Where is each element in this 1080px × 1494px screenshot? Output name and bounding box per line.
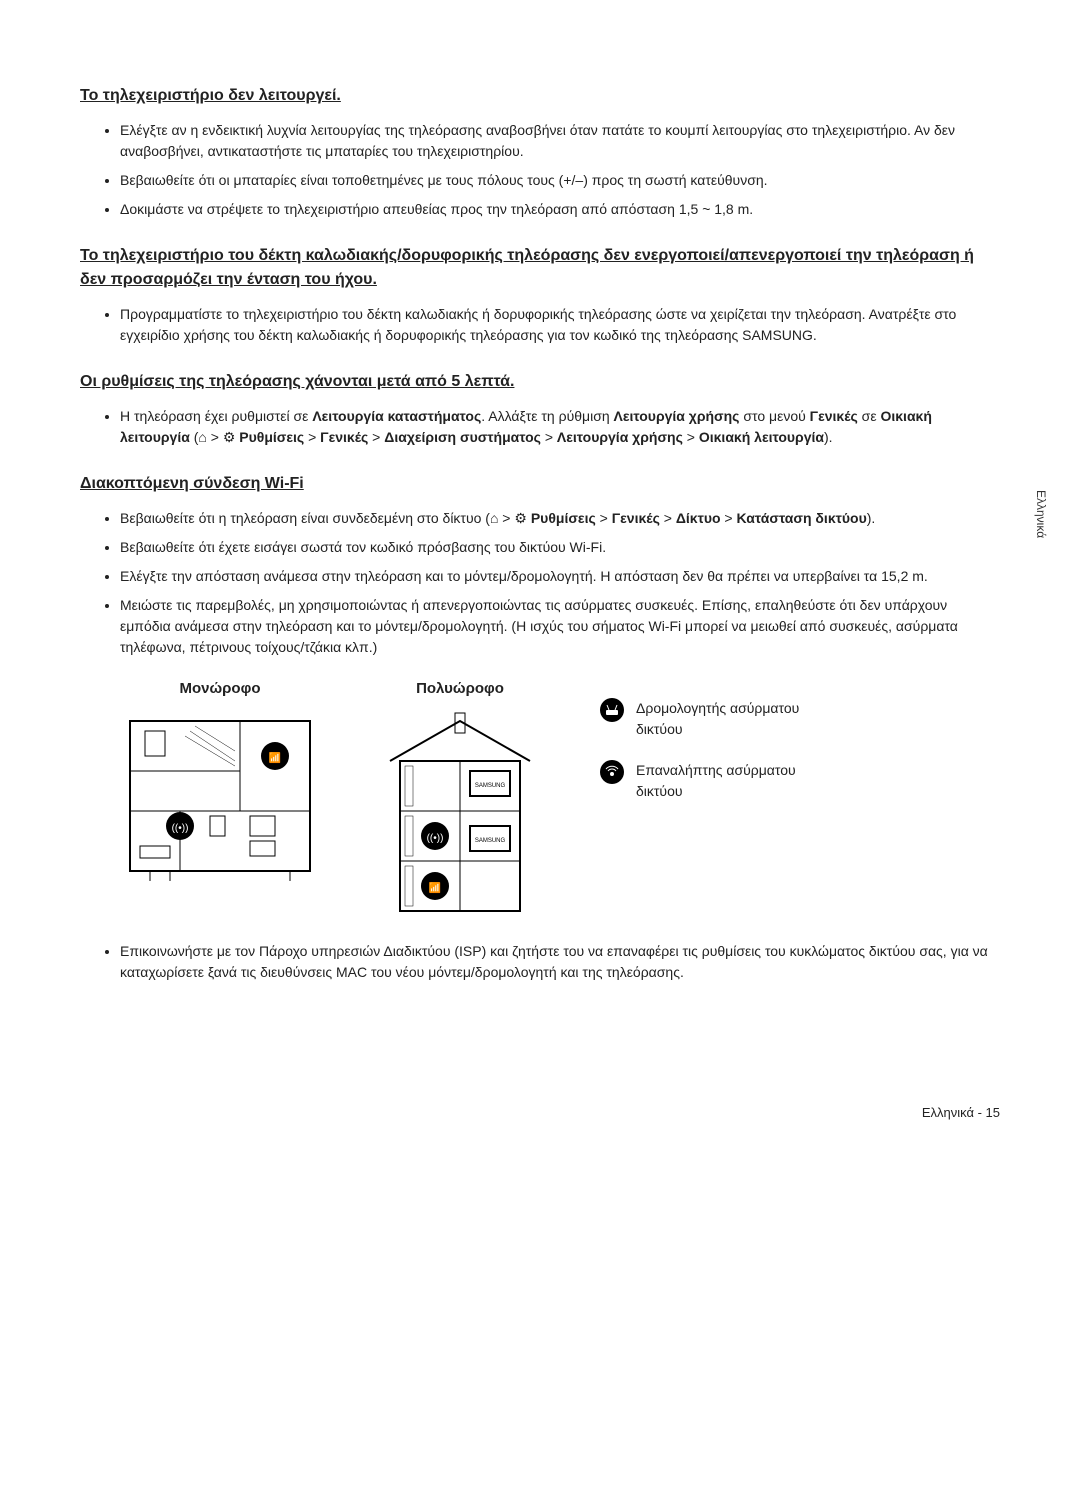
router-icon [600,698,624,722]
floorplan-icon: ((•)) 📶 [120,711,320,891]
list-wifi-continued: Επικοινωνήστε με τον Πάροχο υπηρεσιών Δι… [80,941,1000,983]
diagram-title-multi: Πολυώροφο [416,678,504,701]
list-item: Προγραμματίστε το τηλεχειριστήριο του δέ… [120,304,1000,346]
svg-text:📶: 📶 [269,751,281,764]
legend-item-router: Δρομολογητής ασύρματου δικτύου [600,698,836,740]
svg-text:((•)): ((•)) [427,833,444,844]
page-footer: Ελληνικά - 15 [80,1103,1000,1123]
list-item: Μειώστε τις παρεμβολές, μη χρησιμοποιώντ… [120,595,1000,658]
svg-text:SAMSUNG: SAMSUNG [475,783,506,789]
legend-text: Δρομολογητής ασύρματου δικτύου [636,698,836,740]
list-remote: Ελέγξτε αν η ενδεικτική λυχνία λειτουργί… [80,120,1000,220]
list-item: Βεβαιωθείτε ότι η τηλεόραση είναι συνδεδ… [120,508,1000,529]
language-tab: Ελληνικά [1032,490,1050,538]
list-item: Ελέγξτε την απόσταση ανάμεσα στην τηλεόρ… [120,566,1000,587]
svg-text:SAMSUNG: SAMSUNG [475,838,506,844]
diagram-legend: Δρομολογητής ασύρματου δικτύου Επαναλήπτ… [600,698,836,802]
list-settings-lost: Η τηλεόραση έχει ρυθμιστεί σε Λειτουργία… [80,406,1000,448]
house-icon: SAMSUNG ((•)) SAMSUNG 📶 [370,711,550,921]
list-wifi: Βεβαιωθείτε ότι η τηλεόραση είναι συνδεδ… [80,508,1000,658]
list-item: Βεβαιωθείτε ότι οι μπαταρίες είναι τοποθ… [120,170,1000,191]
home-icon: ⌂ [490,510,498,526]
diagram-title-single: Μονώροφο [179,678,260,701]
list-item: Επικοινωνήστε με τον Πάροχο υπηρεσιών Δι… [120,941,1000,983]
section-title-wifi: Διακοπτόμενη σύνδεση Wi-Fi [80,472,1000,496]
list-item: Βεβαιωθείτε ότι έχετε εισάγει σωστά τον … [120,537,1000,558]
home-icon: ⌂ [198,429,206,445]
legend-text: Επαναλήπτης ασύρματου δικτύου [636,760,836,802]
list-item: Δοκιμάστε να στρέψετε το τηλεχειριστήριο… [120,199,1000,220]
legend-item-repeater: Επαναλήπτης ασύρματου δικτύου [600,760,836,802]
section-title-settings-lost: Οι ρυθμίσεις της τηλεόρασης χάνονται μετ… [80,370,1000,394]
section-title-remote: Το τηλεχειριστήριο δεν λειτουργεί. [80,84,1000,108]
diagram-single-story: Μονώροφο ((•)) 📶 [120,678,320,891]
diagram-multi-story: Πολυώροφο SAMSUNG ((•)) SAMSUNG 📶 [370,678,550,921]
list-item: Η τηλεόραση έχει ρυθμιστεί σε Λειτουργία… [120,406,1000,448]
svg-text:📶: 📶 [429,881,441,894]
svg-text:((•)): ((•)) [172,823,189,834]
list-item: Ελέγξτε αν η ενδεικτική λυχνία λειτουργί… [120,120,1000,162]
gear-icon: ⚙ [223,429,236,445]
diagram-row: Μονώροφο ((•)) 📶 Πολυώροφο [120,678,1000,921]
list-cable-remote: Προγραμματίστε το τηλεχειριστήριο του δέ… [80,304,1000,346]
repeater-icon [600,760,624,784]
gear-icon: ⚙ [514,510,527,526]
section-title-cable-remote: Το τηλεχειριστήριο του δέκτη καλωδιακής/… [80,244,1000,292]
